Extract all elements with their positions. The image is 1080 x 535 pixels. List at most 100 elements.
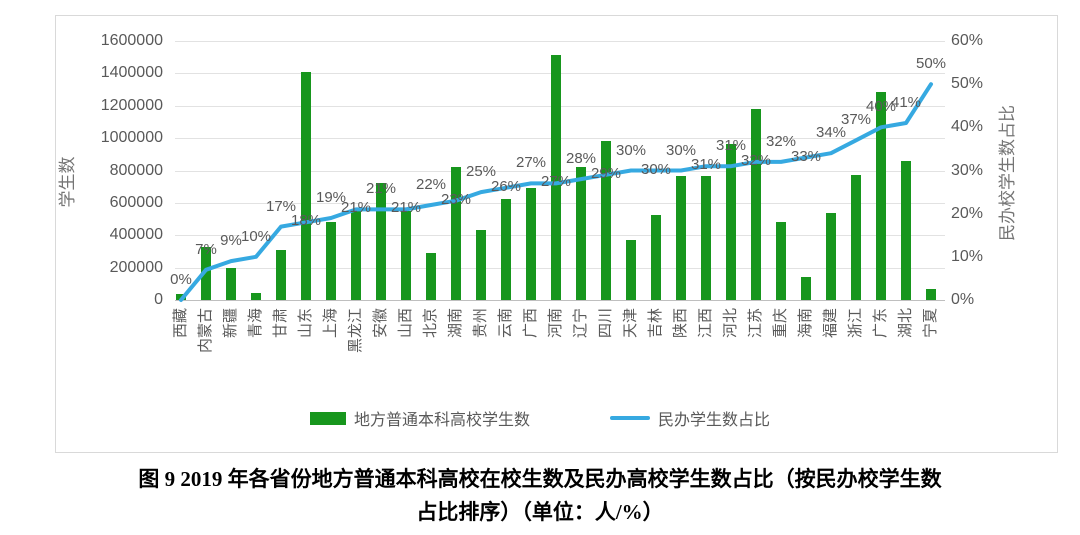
x-axis-label: 广西 xyxy=(522,308,539,339)
x-axis-label: 青海 xyxy=(247,308,264,339)
x-axis-label: 甘肃 xyxy=(272,308,289,339)
bar xyxy=(426,253,436,300)
gridline xyxy=(175,300,945,301)
left-axis-title: 学生数 xyxy=(58,156,77,208)
x-axis-label: 上海 xyxy=(322,308,339,339)
x-axis-label: 重庆 xyxy=(772,308,789,339)
bar xyxy=(401,211,411,300)
line-data-label: 7% xyxy=(195,240,217,258)
bar xyxy=(226,267,236,300)
right-axis-tick: 60% xyxy=(951,32,984,49)
line-data-label: 32% xyxy=(765,132,797,150)
bar xyxy=(176,294,186,300)
legend: 地方普通本科高校学生数 民办学生数占比 xyxy=(0,406,1080,430)
bar xyxy=(901,160,911,300)
x-axis-label: 安徽 xyxy=(372,308,389,339)
left-axis-tick: 1000000 xyxy=(100,129,163,147)
bar xyxy=(676,176,686,300)
x-axis-label: 西藏 xyxy=(172,308,189,339)
bar xyxy=(276,249,286,300)
x-axis-label: 内蒙古 xyxy=(197,308,214,354)
line-data-label: 33% xyxy=(790,147,822,165)
line-data-label: 17% xyxy=(265,197,297,215)
bar xyxy=(851,174,861,300)
bar xyxy=(301,71,311,300)
x-axis-label: 四川 xyxy=(597,308,614,339)
x-axis-label: 湖南 xyxy=(447,308,464,339)
legend-item-line: 民办学生数占比 xyxy=(610,406,770,430)
line-data-label: 25% xyxy=(465,163,497,181)
caption-line-1: 图 9 2019 年各省份地方普通本科高校在校生数及民办高校学生数占比（按民办校… xyxy=(138,467,942,491)
x-axis-label: 黑龙江 xyxy=(347,308,364,354)
x-axis-label: 广东 xyxy=(872,308,889,339)
bar xyxy=(701,176,711,300)
bar-series-swatch-icon xyxy=(309,411,346,425)
line-data-label: 21% xyxy=(390,199,422,217)
left-axis-tick: 400000 xyxy=(109,226,163,244)
line-data-label: 0% xyxy=(170,271,192,288)
x-axis-label: 北京 xyxy=(422,308,439,339)
left-axis-tick: 200000 xyxy=(109,258,163,276)
line-data-label: 30% xyxy=(615,141,647,159)
line-data-label: 10% xyxy=(240,227,272,245)
x-axis-label: 陕西 xyxy=(672,308,689,339)
left-axis-tick: 0 xyxy=(154,291,163,308)
left-axis-tick: 1200000 xyxy=(100,96,163,114)
bar xyxy=(501,198,511,300)
bar xyxy=(476,230,486,300)
right-axis-tick: 30% xyxy=(951,161,984,179)
line-data-label: 30% xyxy=(665,141,697,159)
figure-caption: 图 9 2019 年各省份地方普通本科高校在校生数及民办高校学生数占比（按民办校… xyxy=(0,463,1080,529)
x-axis-label: 山西 xyxy=(397,308,414,339)
x-axis-label: 山东 xyxy=(297,308,314,339)
bar xyxy=(326,222,336,300)
x-axis-label: 河南 xyxy=(547,308,564,339)
bar xyxy=(251,292,261,300)
line-data-label: 21% xyxy=(340,199,372,217)
right-axis-tick: 20% xyxy=(951,204,984,222)
line-data-label: 22% xyxy=(415,176,447,193)
line-data-label: 31% xyxy=(690,156,722,174)
right-axis-tick: 40% xyxy=(951,118,984,136)
bar xyxy=(926,288,936,300)
left-axis-tick: 800000 xyxy=(109,161,163,179)
left-axis-tick: 600000 xyxy=(109,193,163,211)
line-data-label: 28% xyxy=(565,150,597,168)
line-data-label: 34% xyxy=(815,124,847,142)
line-data-label: 27% xyxy=(515,154,547,172)
line-data-label: 31% xyxy=(715,137,747,155)
bar xyxy=(801,276,811,300)
line-data-label: 30% xyxy=(640,160,672,178)
right-axis-title: 民办校学生数占比 xyxy=(998,105,1017,241)
left-axis-tick: 1400000 xyxy=(100,64,163,82)
line-series-swatch-icon xyxy=(610,416,650,420)
bar xyxy=(626,240,636,300)
x-axis-label: 湖北 xyxy=(897,308,914,339)
x-axis-label: 江苏 xyxy=(747,308,764,339)
gridline xyxy=(175,41,945,42)
right-axis-tick: 50% xyxy=(951,75,984,93)
bar xyxy=(651,215,661,300)
right-axis-tick: 0% xyxy=(951,291,975,308)
line-data-label: 18% xyxy=(290,212,322,230)
x-axis-label: 海南 xyxy=(797,308,814,339)
x-axis-label: 宁夏 xyxy=(922,308,939,339)
bar xyxy=(526,187,536,300)
x-axis-label: 吉林 xyxy=(647,308,664,339)
caption-line-2: 占比排序）（单位：人/%） xyxy=(416,500,664,524)
legend-item-bars: 地方普通本科高校学生数 xyxy=(309,406,530,430)
right-axis-tick: 10% xyxy=(951,247,984,265)
line-data-label: 40% xyxy=(865,98,897,116)
x-axis-label: 浙江 xyxy=(847,308,864,339)
line-data-label: 9% xyxy=(220,232,242,250)
line-data-label: 21% xyxy=(365,180,397,198)
x-axis-label: 辽宁 xyxy=(572,308,589,339)
line-data-label: 19% xyxy=(315,189,347,206)
x-axis-label: 河北 xyxy=(722,308,739,339)
x-axis-label: 新疆 xyxy=(222,308,239,339)
line-data-label: 29% xyxy=(590,164,622,182)
line-data-label: 27% xyxy=(540,173,572,191)
x-axis-label: 天津 xyxy=(622,308,639,339)
line-data-label: 23% xyxy=(440,190,472,208)
